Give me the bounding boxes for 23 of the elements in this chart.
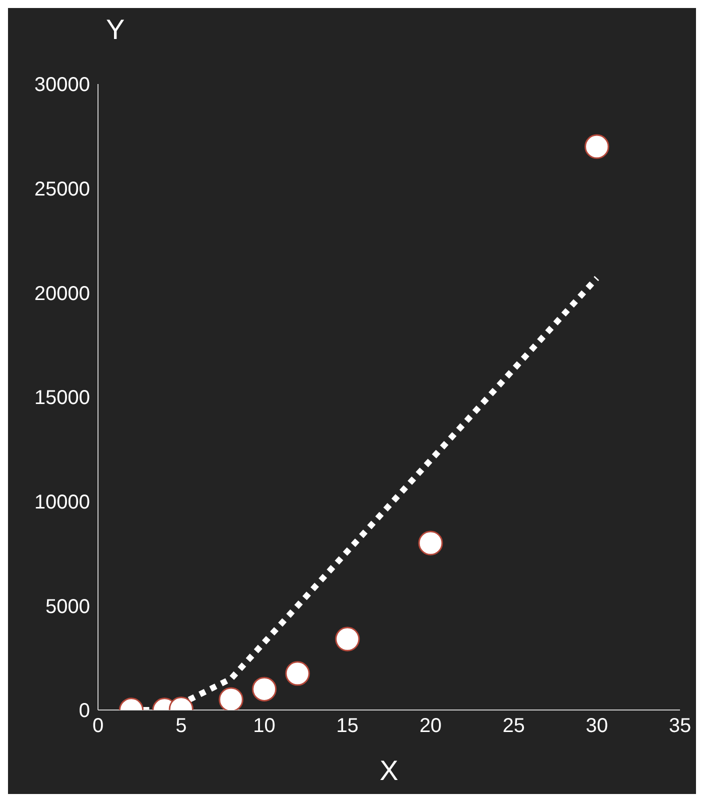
y-tick-label: 20000	[34, 282, 90, 305]
x-tick-label: 20	[419, 715, 442, 738]
point	[335, 626, 360, 652]
point	[418, 530, 443, 556]
x-axis-title: X	[380, 755, 399, 786]
point	[285, 661, 310, 686]
x-tick-label: 0	[92, 715, 104, 738]
y-axis-title: Y	[106, 14, 125, 46]
point	[584, 134, 610, 159]
x-tick-label: 5	[176, 715, 187, 738]
y-tick-label: 0	[78, 700, 90, 722]
x-tick-label: 10	[253, 715, 276, 738]
y-tick-label: 10000	[34, 491, 90, 514]
x-tick-label: 15	[336, 715, 359, 738]
x-tick-label: 25	[502, 715, 525, 738]
x-tick-label: 35	[668, 715, 692, 738]
y-tick-label: 5000	[46, 596, 90, 618]
y-tick-label: 15000	[34, 387, 90, 410]
y-tick-label: 25000	[34, 178, 90, 200]
point	[252, 676, 277, 702]
y-tick-label: 30000	[34, 74, 90, 96]
x-tick-label: 30	[586, 715, 608, 738]
point	[218, 687, 244, 710]
